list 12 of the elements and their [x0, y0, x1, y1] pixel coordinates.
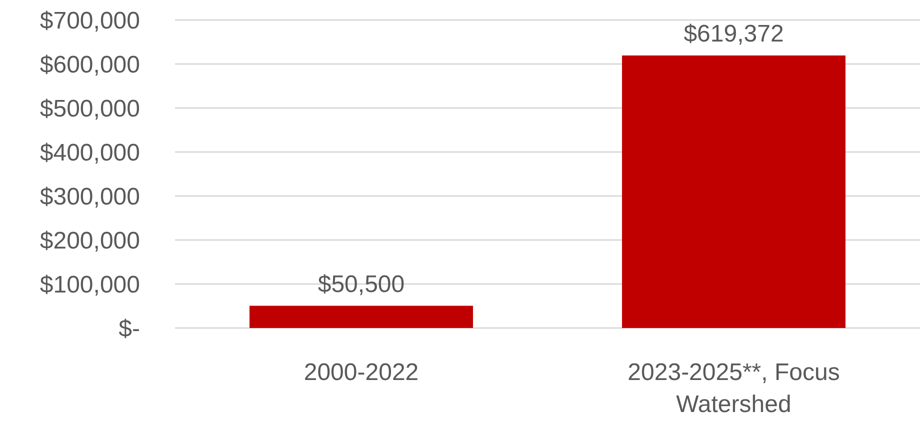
y-tick-label: $200,000: [40, 227, 140, 254]
data-label: $619,372: [684, 20, 784, 48]
y-tick-label: $500,000: [40, 95, 140, 122]
x-tick-label: 2023-2025**, Focus Watershed: [628, 359, 840, 418]
y-tick-label: $-: [118, 315, 140, 342]
y-tick-label: $300,000: [40, 183, 140, 210]
y-tick-label: $100,000: [40, 271, 140, 298]
y-tick-label: $600,000: [40, 51, 140, 78]
y-tick-label: $700,000: [40, 7, 140, 34]
x-tick-label: 2000-2022: [304, 359, 419, 386]
y-tick-label: $400,000: [40, 139, 140, 166]
data-label: $50,500: [318, 270, 405, 298]
